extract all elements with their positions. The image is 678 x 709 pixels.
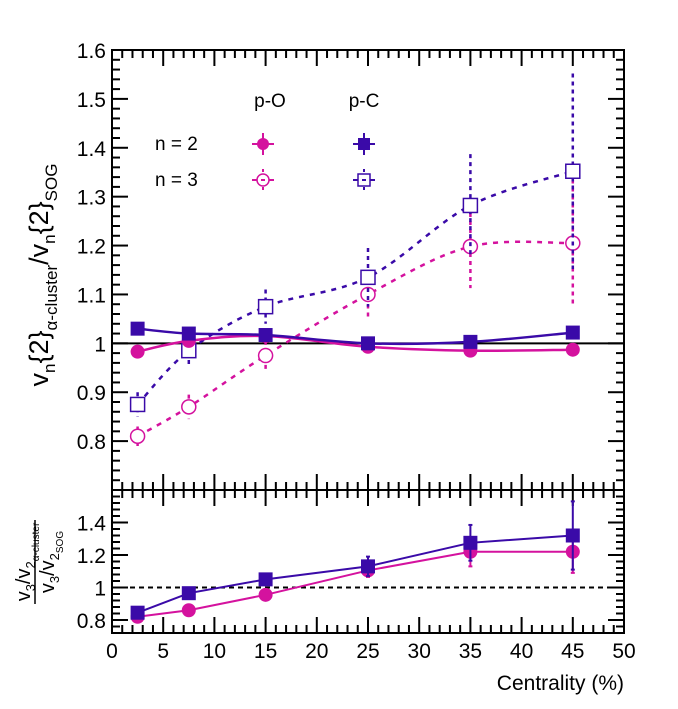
top-data-point xyxy=(360,269,376,286)
legend-row-n2: n = 2 xyxy=(155,134,198,155)
bottom-line-p-o xyxy=(137,550,573,618)
top-curves xyxy=(136,170,574,438)
top-y-tick-label: 1.6 xyxy=(77,40,106,63)
bottom-markers xyxy=(130,500,580,624)
top-y-tick-labels: 0.8 0.9 1 1.1 1.2 1.3 1.4 1.5 1.6 xyxy=(77,40,107,454)
num-v: v xyxy=(13,591,35,601)
ylabel-v: v xyxy=(24,372,54,386)
ylabel-two: {2} xyxy=(24,330,54,363)
bottom-data-point xyxy=(258,587,273,602)
x-tick-label: 45 xyxy=(561,640,584,663)
x-tick-label: 25 xyxy=(356,640,379,663)
ratio-denominator: v3/v2SOG xyxy=(37,531,66,593)
x-tick-label: 5 xyxy=(157,640,169,663)
top-markers xyxy=(129,73,581,446)
legend-header-po: p-O xyxy=(254,91,286,112)
top-data-point xyxy=(130,344,145,359)
ylabel-n: n xyxy=(40,364,59,373)
top-data-point xyxy=(462,197,479,214)
top-panel: 0.80.911.11.21.31.41.51.6 vn{2}α-cluster… xyxy=(24,40,625,491)
top-data-point xyxy=(565,342,580,357)
bottom-y-tick-label: 0.8 xyxy=(77,610,106,633)
top-y-tick-label: 1.1 xyxy=(77,284,106,307)
ylabel-n2: n xyxy=(40,234,59,243)
x-tick-label: 35 xyxy=(459,640,482,663)
top-data-point xyxy=(181,399,197,415)
bottom-y-tick-label: 1.2 xyxy=(77,545,106,568)
x-tick-labels: 0 5 10 15 20 25 30 35 40 45 50 xyxy=(106,640,636,663)
legend: p-O p-C n = 2 n = 3 xyxy=(155,91,379,191)
bottom-y-tick-label: 1.4 xyxy=(77,513,107,536)
top-curve-p-c-n-3 xyxy=(136,170,574,406)
bottom-data-point xyxy=(181,603,196,618)
x-tick-label: 15 xyxy=(254,640,277,663)
x-tick-label: 30 xyxy=(408,640,431,663)
top-data-point xyxy=(129,396,146,413)
top-y-tick-label: 1.4 xyxy=(77,138,107,161)
den-v: v xyxy=(37,583,59,593)
bottom-y-tick-labels: 0.8 1 1.2 1.4 xyxy=(77,513,107,634)
bottom-curves xyxy=(137,534,573,618)
bottom-data-point xyxy=(181,586,196,601)
ylabel-sub1: α-cluster xyxy=(42,265,61,331)
x-tick-label: 0 xyxy=(106,640,118,663)
bottom-data-point xyxy=(130,605,145,620)
bottom-data-point xyxy=(361,559,375,574)
x-tick-label: 10 xyxy=(203,640,226,663)
top-data-point xyxy=(463,334,478,349)
top-data-point xyxy=(129,428,146,444)
top-y-tick-label: 0.8 xyxy=(77,431,106,454)
x-tick-label: 40 xyxy=(510,640,533,663)
top-y-tick-label: 1 xyxy=(94,333,106,356)
ratio-numerator: v3/v2α-cluster xyxy=(13,522,42,601)
x-axis-title: Centrality (%) xyxy=(497,672,624,695)
top-data-point xyxy=(565,325,580,340)
top-data-point xyxy=(360,286,376,303)
top-data-point xyxy=(257,298,274,315)
ylabel-two2: {2} xyxy=(24,201,54,234)
top-data-point xyxy=(181,326,196,341)
top-axis-ticks xyxy=(111,49,625,491)
num-2: 2 xyxy=(23,561,38,568)
top-y-tick-label: 1.5 xyxy=(77,89,106,112)
top-data-point xyxy=(565,163,581,179)
top-y-tick-label: 0.9 xyxy=(77,382,106,405)
den-2: 2 xyxy=(47,553,62,560)
legend-header-pc: p-C xyxy=(349,91,380,112)
num-sub: α-cluster xyxy=(31,522,42,561)
ylabel-slash: /v xyxy=(24,243,54,265)
top-y-tick-label: 1.2 xyxy=(77,236,106,259)
bottom-data-point xyxy=(565,528,580,543)
legend-marker-p-c-n-2 xyxy=(358,138,370,150)
top-y-tick-label: 1.3 xyxy=(77,187,106,210)
bottom-y-axis-title: v3/v2α-cluster v3/v2SOG xyxy=(13,520,66,604)
den-slash: /v xyxy=(37,560,59,576)
top-data-point xyxy=(130,321,145,336)
ylabel-sub2: SOG xyxy=(42,164,61,202)
top-y-axis-title: vn{2}α-cluster/vn{2}SOG xyxy=(24,164,61,387)
bottom-y-tick-label: 1 xyxy=(94,578,106,601)
legend-markers xyxy=(252,133,375,191)
legend-row-n3: n = 3 xyxy=(155,170,198,191)
bottom-data-point xyxy=(463,535,478,550)
top-data-point xyxy=(257,347,274,364)
x-tick-label: 50 xyxy=(612,640,635,663)
top-data-point xyxy=(361,336,375,351)
num-3: 3 xyxy=(23,584,38,591)
legend-marker-p-o-n-2 xyxy=(257,138,269,150)
top-data-point xyxy=(258,328,273,343)
num-slash: /v xyxy=(13,569,35,585)
x-tick-label: 20 xyxy=(305,640,328,663)
den-3: 3 xyxy=(47,576,62,583)
bottom-panel: 0.811.21.4 0 5 10 15 20 25 30 35 40 45 50 v3/v2α-c… xyxy=(13,489,636,695)
bottom-axis-ticks xyxy=(111,489,625,634)
bottom-line-p-c xyxy=(137,534,573,614)
den-sub: SOG xyxy=(55,531,66,553)
bottom-data-point xyxy=(258,572,273,587)
